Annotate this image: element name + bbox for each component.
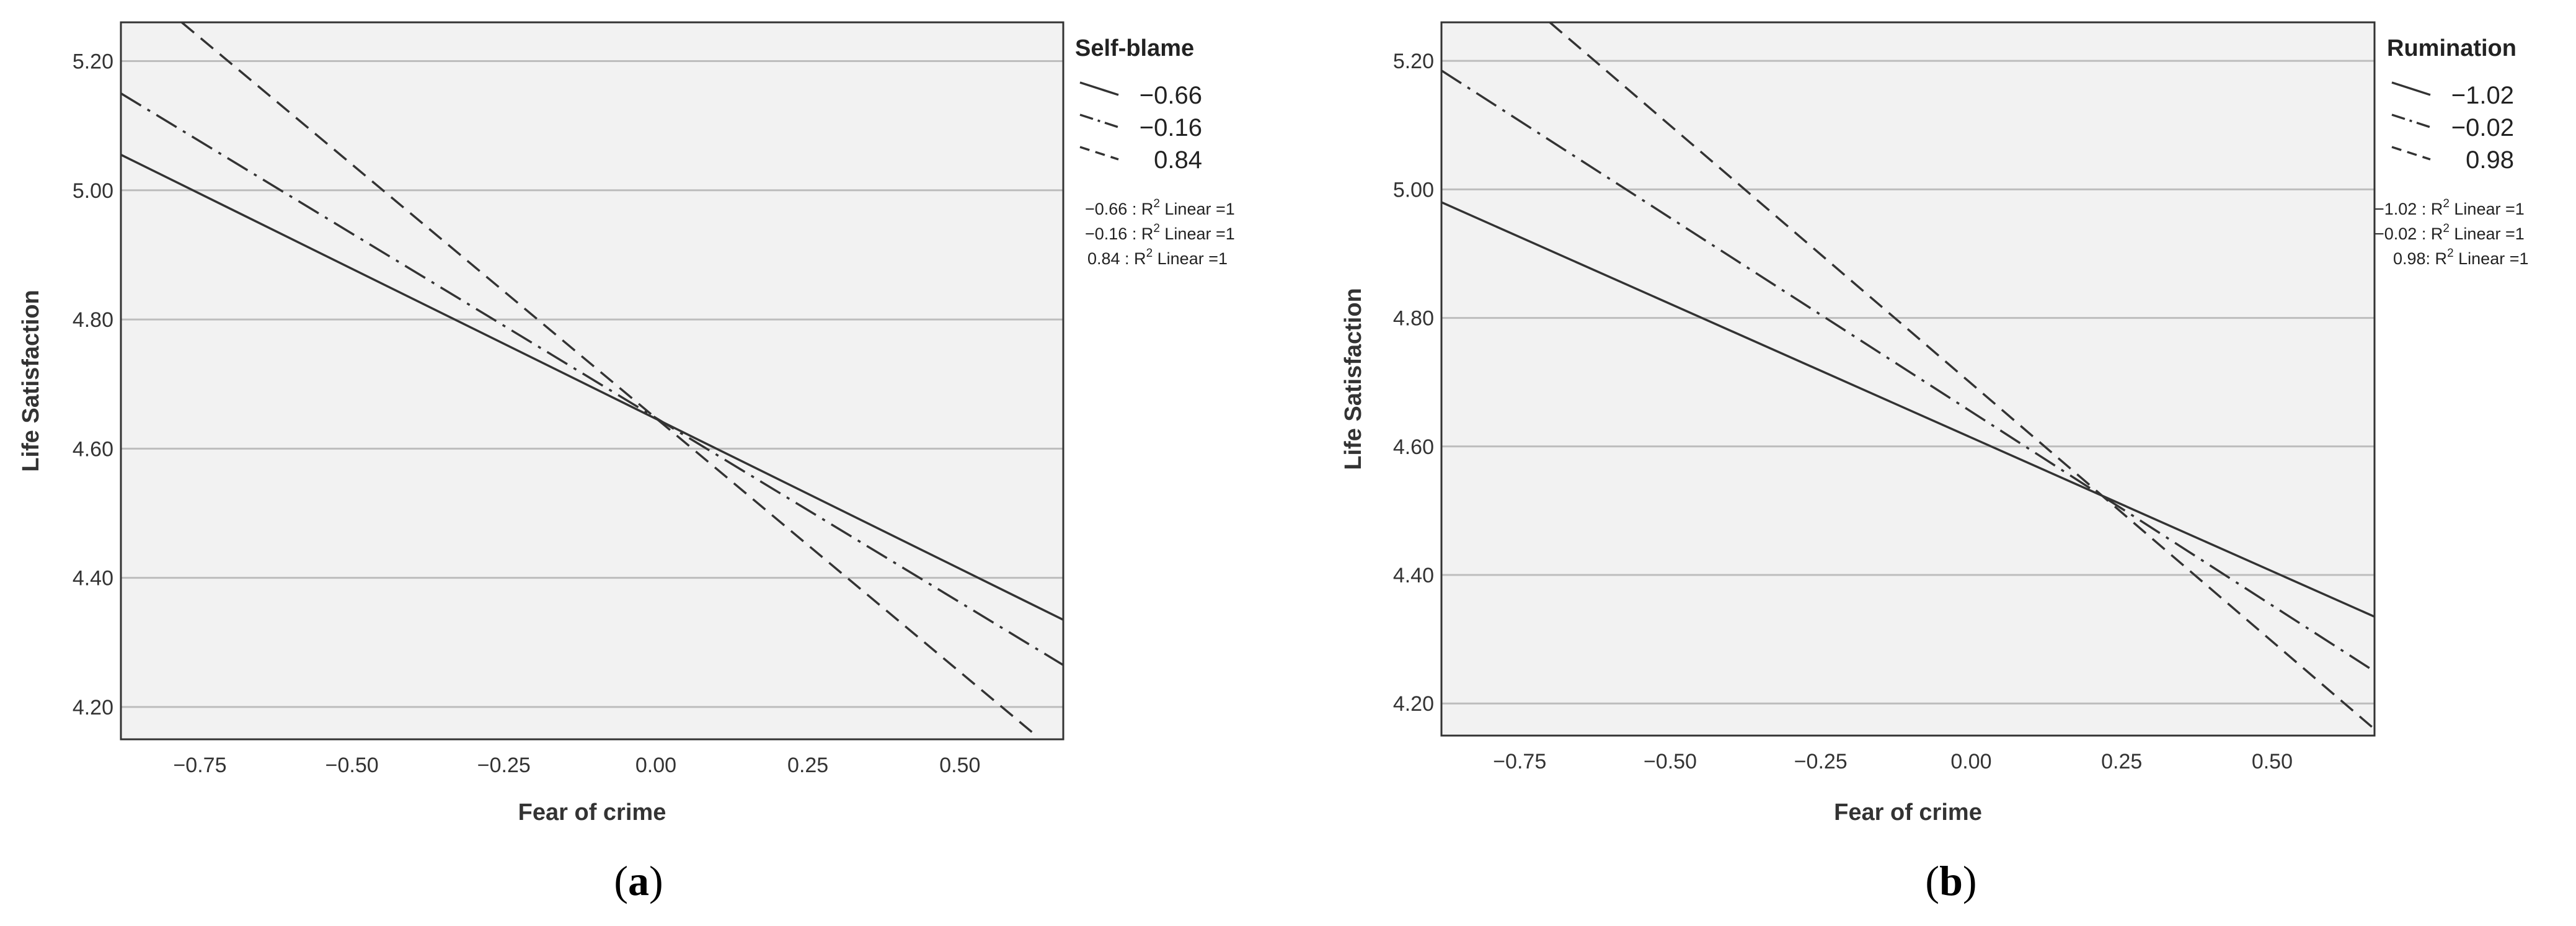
legend-label: 0.84	[1154, 146, 1202, 174]
legend-swatch-dashed	[1079, 146, 1119, 161]
legend-title: Self-blame	[1075, 35, 1194, 61]
fit-label: −0.66 : R2 Linear =1	[1085, 197, 1235, 218]
series-line-dashdot	[121, 92, 1063, 666]
legend-label: −1.02	[2451, 82, 2514, 109]
legend-swatch-solid	[2391, 81, 2431, 96]
x-axis-title: Fear of crime	[1834, 799, 1982, 826]
panel-label: (b)	[1925, 857, 1976, 904]
x-tick-label: 0.25	[2101, 750, 2142, 773]
y-axis-title: Life Satisfaction	[1340, 288, 1366, 470]
panel-label: (a)	[614, 857, 663, 904]
y-tick-label: 4.80	[1393, 307, 1434, 331]
series-group	[121, 22, 1063, 734]
series-line-dashed	[1549, 22, 2375, 730]
series-group	[1441, 22, 2375, 730]
x-tick-label: 0.00	[635, 754, 676, 777]
chart-panel-b: 4.20 4.40 4.60 4.80 5.00 5.20 −0.75 −0.50 −0.25 0…	[1340, 21, 2528, 904]
y-tick-label: 4.20	[1393, 692, 1434, 716]
x-tick-label: −0.50	[325, 754, 379, 777]
y-tick-label: 4.80	[73, 308, 113, 332]
plot-frame	[1440, 21, 2376, 737]
plot-area	[121, 22, 1063, 739]
x-tick-label: 0.25	[787, 754, 828, 777]
fit-label: −0.02 : R2 Linear =1	[2375, 222, 2525, 243]
x-tick-label: −0.75	[1493, 750, 1546, 773]
x-tick-label: −0.75	[173, 754, 226, 777]
y-tick-label: 5.20	[1393, 50, 1434, 73]
y-tick-label: 4.60	[1393, 435, 1434, 459]
legend-label: −0.02	[2451, 114, 2514, 141]
y-tick-label: 4.60	[73, 437, 113, 461]
x-tick-label: −0.50	[1644, 750, 1697, 773]
series-line-dashed	[180, 22, 1034, 734]
fit-label: −1.02 : R2 Linear =1	[2375, 197, 2525, 218]
fit-label: 0.84 : R2 Linear =1	[1087, 247, 1228, 268]
y-tick-label: 4.40	[73, 567, 113, 590]
x-tick-label: −0.25	[1794, 750, 1848, 773]
series-line-dashdot	[1441, 69, 2375, 672]
legend-swatch-dashed	[2391, 146, 2431, 161]
plot-area	[1441, 22, 2375, 736]
y-axis-title: Life Satisfaction	[18, 290, 44, 472]
fit-label: 0.98: R2 Linear =1	[2393, 247, 2528, 268]
y-tick-label: 4.20	[73, 696, 113, 719]
x-axis-title: Fear of crime	[518, 799, 666, 826]
plot-frame	[120, 21, 1064, 741]
legend-swatch-solid	[1079, 81, 1119, 96]
y-tick-label: 4.40	[1393, 564, 1434, 587]
series-line-solid	[121, 153, 1063, 621]
legend-swatch-dashdot	[1079, 114, 1119, 128]
fit-label: −0.16 : R2 Linear =1	[1085, 222, 1235, 243]
x-tick-label: 0.00	[1950, 750, 1991, 773]
x-tick-label: 0.50	[2252, 750, 2293, 773]
legend-label: −0.16	[1140, 114, 1202, 141]
legend-title: Rumination	[2387, 35, 2516, 61]
x-tick-label: −0.25	[477, 754, 531, 777]
legend-label: −0.66	[1140, 82, 1202, 109]
y-tick-label: 5.20	[73, 50, 113, 73]
legend-swatch-dashdot	[2391, 114, 2431, 128]
y-tick-label: 5.00	[73, 179, 113, 203]
chart-panel-a: 4.20 4.40 4.60 4.80 5.00 5.20 −0.75 −0.50 −0.25 0…	[18, 21, 1235, 904]
y-tick-label: 5.00	[1393, 178, 1434, 202]
x-tick-label: 0.50	[939, 754, 980, 777]
legend-label: 0.98	[2466, 146, 2514, 174]
series-line-solid	[1441, 201, 2375, 618]
